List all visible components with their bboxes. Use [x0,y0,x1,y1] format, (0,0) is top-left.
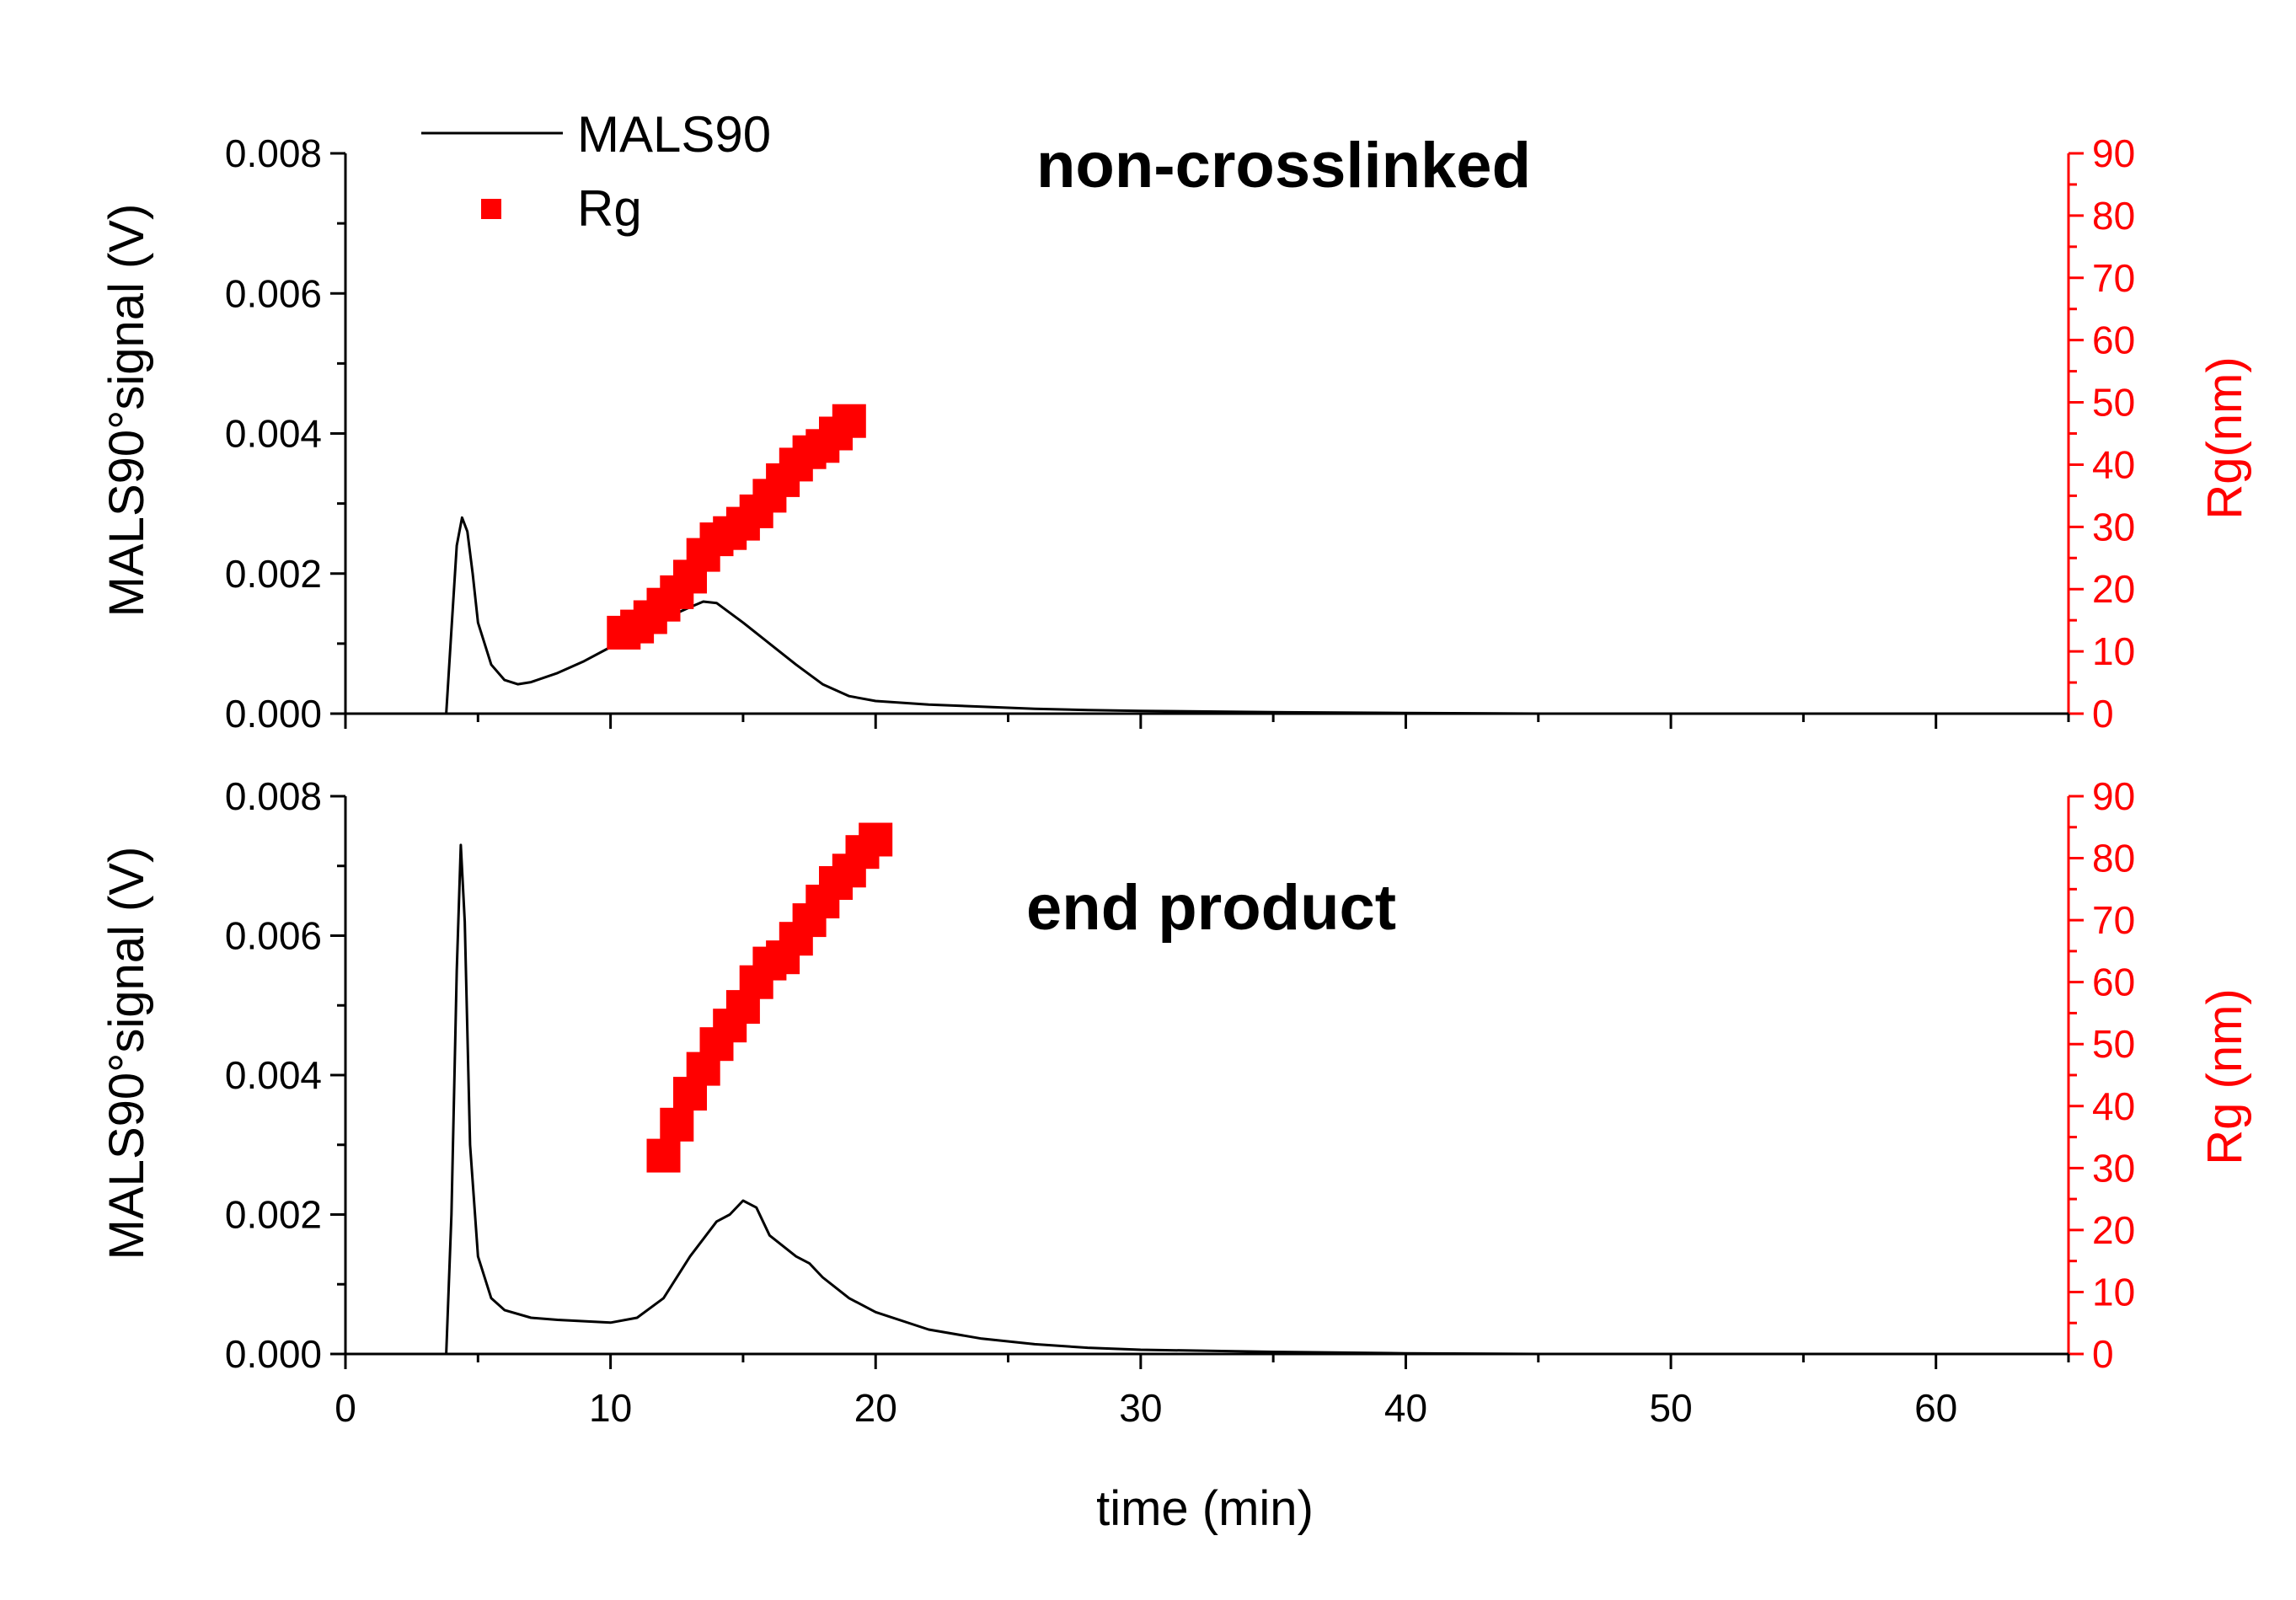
x-axis-tick-label: 60 [1914,1386,1957,1430]
left-axis-title-top: MALS90°signal (V) [99,204,154,618]
x-axis-title: time (min) [1096,1481,1314,1536]
right-axis-tick-label: 80 [2092,837,2135,880]
x-axis-tick-label: 0 [334,1386,356,1430]
panel-top-axes: 0.000 0.002 0.004 0.006 0.008 0 10 20 30 40 50 60 70… [225,131,2135,736]
left-axis-tick-label: 0.004 [225,412,322,456]
series-line-mals90 [445,516,1539,715]
left-axis-tick-label: 0.006 [225,914,322,958]
legend-label-rg: Rg [577,180,642,237]
left-axis-title-bottom: MALS90°signal (V) [99,847,154,1260]
right-axis-tick-label: 60 [2092,961,2135,1004]
left-axis-tick-label: 0.006 [225,271,322,315]
left-axis-tick-label: 0.000 [225,692,322,736]
legend-marker-rg [481,199,501,219]
left-axis-tick-label: 0.000 [225,1332,322,1376]
right-axis-title-top: Rg(nm) [2197,356,2252,519]
panel-bottom: 0.000 0.002 0.004 0.006 0.008 0 10 20 30 40 50 60 70… [99,774,2252,1376]
left-axis-tick-label: 0.008 [225,131,322,175]
right-axis-tick-label: 30 [2092,1146,2135,1190]
legend-label-mals90: MALS90 [577,106,771,163]
left-axis-tick-label: 0.002 [225,1193,322,1237]
left-axis-tick-label: 0.002 [225,552,322,596]
right-axis-tick-label: 70 [2092,898,2135,942]
left-axis-tick-label: 0.008 [225,774,322,818]
x-axis-tick-label: 50 [1649,1386,1692,1430]
panel-title-bottom: end product [1026,872,1396,944]
panel-top: 0.000 0.002 0.004 0.006 0.008 0 10 20 30 40 50 60 70… [99,130,2252,736]
right-axis-tick-label: 10 [2092,1270,2135,1314]
right-axis-tick-label: 20 [2092,567,2135,611]
right-axis-tick-label: 40 [2092,1084,2135,1128]
right-axis-tick-label: 90 [2092,131,2135,175]
right-axis-tick-label: 40 [2092,442,2135,486]
right-axis-tick-label: 30 [2092,505,2135,548]
panel-top-marks [445,404,1539,715]
right-axis-title-bottom: Rg (nm) [2197,988,2252,1164]
series-line-mals90 [445,843,1539,1356]
right-axis-tick-label: 50 [2092,1022,2135,1066]
right-axis-tick-label: 90 [2092,774,2135,818]
right-axis-tick-label: 0 [2092,692,2114,736]
left-axis-tick-label: 0.004 [225,1053,322,1097]
panel-bottom-marks [445,822,1539,1356]
x-axis: 0 10 20 30 40 50 60 [334,1386,1957,1430]
right-axis-tick-label: 80 [2092,194,2135,238]
x-axis-tick-label: 20 [854,1386,897,1430]
x-axis-tick-label: 30 [1119,1386,1162,1430]
right-axis-tick-label: 20 [2092,1208,2135,1252]
right-axis-tick-label: 70 [2092,256,2135,300]
panel-title-top: non-crosslinked [1036,130,1531,201]
panel-bottom-axes: 0.000 0.002 0.004 0.006 0.008 0 10 20 30 40 50 60 70… [225,774,2135,1376]
rg-point [832,404,866,438]
right-axis-tick-label: 50 [2092,381,2135,425]
legend: MALS90 Rg [421,106,771,237]
right-axis-tick-label: 0 [2092,1332,2114,1376]
rg-point [859,822,893,857]
right-axis-tick-label: 60 [2092,318,2135,362]
rg-point [646,1138,681,1173]
right-axis-tick-label: 10 [2092,629,2135,673]
x-axis-tick-label: 10 [589,1386,632,1430]
rg-point [660,1107,694,1142]
x-axis-tick-label: 40 [1384,1386,1427,1430]
